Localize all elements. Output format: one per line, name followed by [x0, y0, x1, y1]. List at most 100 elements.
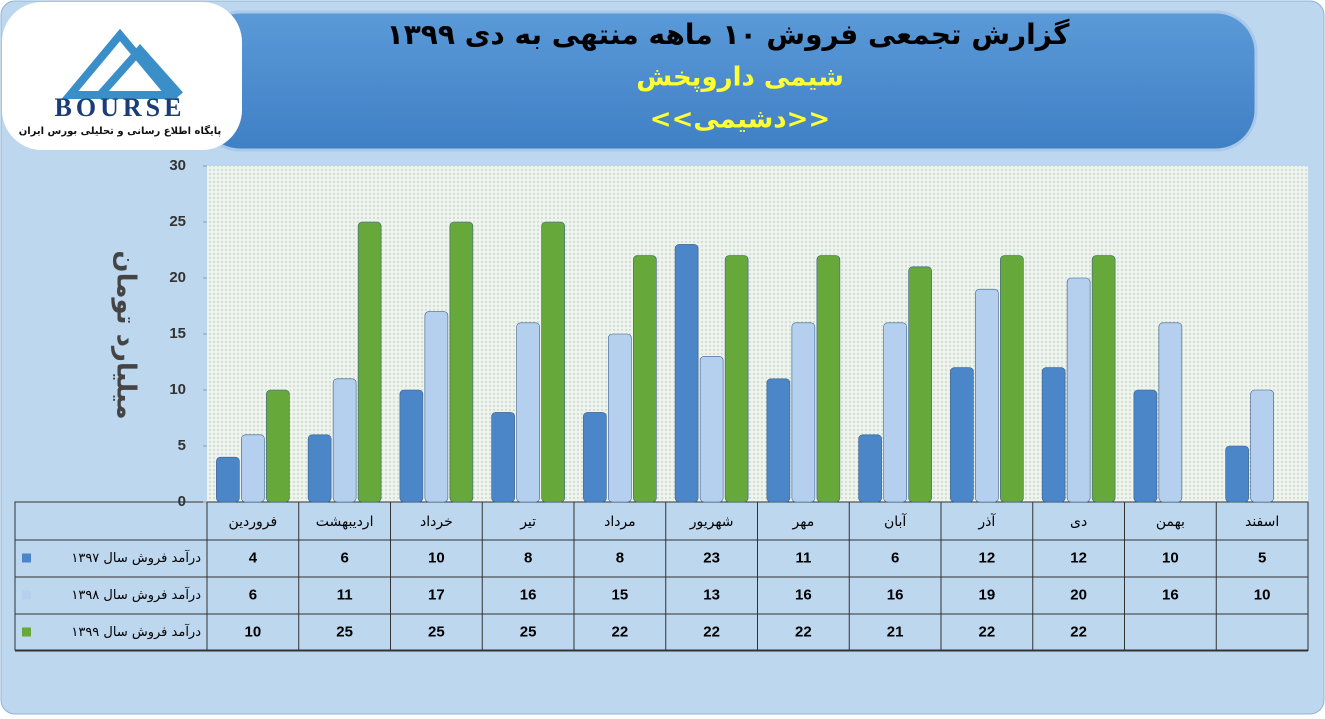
table-value: 16 — [887, 586, 904, 603]
table-value: 22 — [703, 623, 720, 640]
table-value: 25 — [428, 623, 445, 640]
table-value: 10 — [428, 549, 445, 566]
table-value: 22 — [612, 623, 629, 640]
plot-area — [207, 166, 1308, 502]
table-value: 23 — [703, 549, 720, 566]
data-table — [14, 501, 1309, 651]
legend-swatch — [22, 553, 31, 563]
y-axis-label: میلیارد تومان — [111, 250, 141, 419]
table-value: 8 — [616, 549, 624, 566]
table-value: 4 — [249, 549, 258, 566]
table-value: 11 — [795, 549, 811, 566]
bar — [357, 221, 382, 503]
bar — [791, 322, 816, 503]
table-value: 16 — [520, 586, 537, 603]
y-tick-label: 30 — [169, 157, 186, 174]
chart-title: گزارش تجمعی فروش ۱۰ ماهه منتهی به دی ۱۳۹… — [387, 18, 1070, 51]
table-value: 25 — [520, 623, 537, 640]
x-tick-label: آبان — [884, 513, 907, 530]
bar — [950, 367, 974, 503]
x-tick-label: مهر — [792, 514, 815, 530]
bar — [491, 412, 515, 503]
bar — [241, 434, 265, 503]
table-value: 6 — [249, 586, 257, 603]
table-value: 10 — [245, 623, 262, 640]
logo-tagline: پایگاه اطلاع رسانی و تحلیلی بورس ایران — [19, 124, 222, 137]
y-tick-label: 20 — [169, 269, 186, 286]
table-value: 22 — [795, 623, 812, 640]
x-tick-label: تیر — [519, 514, 536, 530]
legend-swatch — [22, 590, 31, 600]
bar — [1158, 322, 1183, 503]
x-tick-label: بهمن — [1156, 514, 1185, 530]
table-value: 16 — [795, 586, 812, 603]
table-value: 12 — [979, 549, 996, 566]
bar — [424, 311, 449, 503]
table-value: 10 — [1162, 549, 1179, 566]
table-value: 6 — [891, 549, 899, 566]
table-value: 11 — [337, 586, 353, 603]
legend-swatch — [22, 627, 31, 637]
bar — [399, 389, 424, 503]
y-tick-label: 10 — [169, 381, 186, 398]
table-value: 20 — [1070, 586, 1087, 603]
legend-label: درآمد فروش سال ۱۳۹۸ — [71, 586, 201, 603]
y-tick-label: 15 — [169, 325, 186, 342]
bar — [307, 434, 332, 503]
bar — [1225, 445, 1249, 503]
bar — [1066, 277, 1091, 503]
bar — [633, 255, 657, 503]
y-tick-label: 0 — [178, 493, 186, 510]
bar — [216, 456, 240, 503]
table-value: 12 — [1070, 549, 1087, 566]
chart-subtitle: شیمی داروپخش — [636, 63, 844, 93]
x-tick-label: اردیبهشت — [316, 514, 374, 530]
logo-name: BOURSE — [55, 93, 186, 122]
table-value: 25 — [336, 623, 353, 640]
bar — [541, 221, 565, 503]
table-value: 22 — [979, 623, 996, 640]
table-value: 13 — [703, 586, 720, 603]
table-value: 5 — [1258, 549, 1266, 566]
legend-label: درآمد فروش سال ۱۳۹۷ — [71, 549, 201, 566]
x-tick-label: خرداد — [420, 514, 453, 530]
table-value: 21 — [887, 623, 904, 640]
bar — [516, 322, 540, 503]
bar — [674, 244, 699, 503]
y-tick-label: 5 — [178, 437, 186, 454]
bar — [883, 322, 907, 503]
bar — [266, 389, 290, 503]
x-tick-label: مرداد — [604, 514, 636, 530]
table-value: 6 — [340, 549, 348, 566]
bar — [449, 221, 474, 503]
table-value: 10 — [1254, 586, 1271, 603]
x-tick-label: آذر — [977, 513, 996, 530]
table-value: 16 — [1162, 586, 1179, 603]
legend-label: درآمد فروش سال ۱۳۹۹ — [71, 623, 201, 640]
x-tick-label: شهریور — [689, 514, 734, 530]
table-value: 22 — [1070, 623, 1087, 640]
table-value: 17 — [428, 586, 445, 603]
x-tick-label: اسفند — [1245, 514, 1279, 530]
bar — [908, 266, 932, 503]
bar — [332, 378, 357, 503]
bar — [816, 255, 841, 503]
bar — [766, 378, 791, 503]
x-tick-label: دی — [1070, 514, 1087, 530]
logo-shape — [61, 28, 183, 99]
bar — [583, 412, 607, 503]
bar — [1133, 389, 1158, 503]
bar — [608, 333, 632, 503]
bar — [1000, 255, 1024, 503]
table-value: 19 — [979, 586, 996, 603]
symbol: <<دشیمی>> — [650, 105, 830, 135]
bar — [699, 356, 724, 503]
table-value: 8 — [524, 549, 532, 566]
bar — [1250, 389, 1274, 503]
table-value: 15 — [612, 586, 629, 603]
bar — [975, 288, 999, 503]
bar — [724, 255, 749, 503]
bar — [1091, 255, 1116, 503]
bar — [858, 434, 882, 503]
